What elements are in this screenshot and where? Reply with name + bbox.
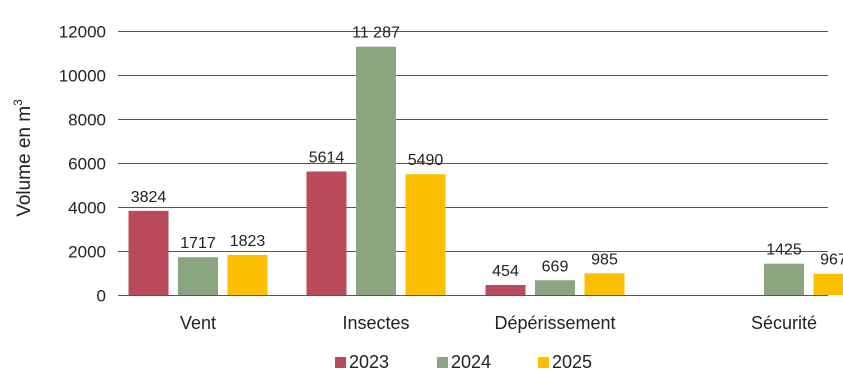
- legend-swatch-2025: [538, 357, 549, 368]
- bar-2025-Dépérissement: [584, 273, 625, 295]
- data-label-2024-Dépérissement: 669: [542, 258, 569, 275]
- y-axis-title-superscript: 3: [11, 99, 25, 106]
- y-tick-label-2000: 2000: [68, 243, 106, 262]
- legend-label-2023: 2023: [349, 352, 389, 372]
- bar-2025-Sécurité: [813, 273, 843, 295]
- bar-2024-Dépérissement: [535, 280, 575, 295]
- y-tick-label-10000: 10000: [59, 67, 106, 86]
- data-label-2025-Vent: 1823: [230, 233, 266, 250]
- y-tick-label-8000: 8000: [68, 111, 106, 130]
- data-label-2023-Dépérissement: 454: [492, 263, 519, 280]
- data-label-2025-Insectes: 5490: [408, 152, 444, 169]
- data-label-2025-Sécurité: 967: [820, 252, 843, 269]
- data-labels: 3824 5614 454 1717 11 287 669 1425 1823 5490 985 9…: [131, 25, 843, 280]
- y-tick-label-4000: 4000: [68, 199, 106, 218]
- bar-2024-Sécurité: [764, 263, 804, 295]
- bar-2024-Vent: [178, 257, 218, 295]
- data-label-2023-Vent: 3824: [131, 189, 167, 206]
- bar-2025-Vent: [227, 254, 268, 295]
- bar-2023-Vent: [128, 210, 169, 295]
- legend-swatch-2023: [335, 357, 346, 368]
- data-label-2023-Insectes: 5614: [309, 149, 345, 166]
- gridlines: [118, 31, 828, 296]
- category-label-1: Insectes: [342, 313, 409, 333]
- legend-swatch-2024: [437, 357, 448, 368]
- legend-label-2025: 2025: [552, 352, 592, 372]
- y-tick-label-12000: 12000: [59, 23, 106, 42]
- legend: 2023 2024 2025: [335, 352, 592, 372]
- category-label-3: Sécurité: [751, 313, 817, 333]
- bars: [128, 46, 843, 295]
- data-label-2024-Vent: 1717: [180, 235, 216, 252]
- bar-2024-Insectes: [356, 46, 396, 295]
- y-axis-ticks: 0 2000 4000 6000 8000 10000 12000: [59, 23, 106, 306]
- y-tick-label-0: 0: [97, 287, 106, 306]
- category-label-2: Dépérissement: [494, 313, 615, 333]
- data-label-2024-Sécurité: 1425: [766, 242, 802, 259]
- y-axis-title: Volume en m3: [11, 99, 35, 217]
- bar-2023-Dépérissement: [485, 285, 526, 295]
- category-labels: Vent Insectes Dépérissement Sécurité: [180, 313, 817, 333]
- y-tick-label-6000: 6000: [68, 155, 106, 174]
- y-axis-title-text: Volume en m: [14, 106, 35, 217]
- legend-label-2024: 2024: [451, 352, 491, 372]
- bar-2023-Insectes: [306, 171, 347, 295]
- data-label-2025-Dépérissement: 985: [591, 251, 618, 268]
- data-label-2024-Insectes: 11 287: [352, 25, 400, 42]
- category-label-0: Vent: [180, 313, 216, 333]
- bar-2025-Insectes: [405, 174, 446, 295]
